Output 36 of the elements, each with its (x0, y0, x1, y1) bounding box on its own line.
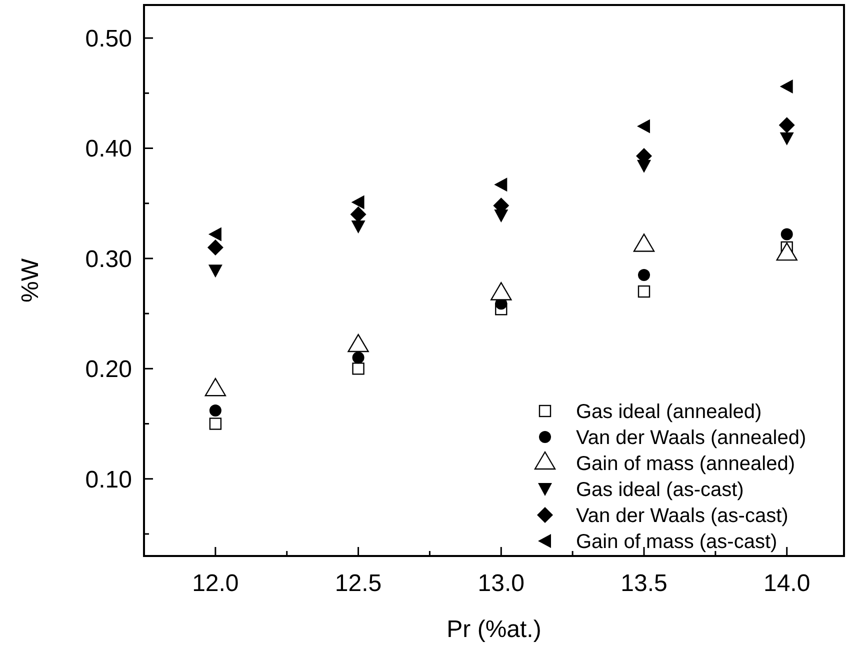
point (351, 220, 366, 234)
point (208, 227, 222, 242)
x-tick-label: 13.5 (620, 570, 668, 597)
point (638, 268, 650, 281)
point (352, 362, 364, 375)
legend-label: Gas ideal (as-cast) (576, 479, 744, 501)
legend-label: Van der Waals (as-cast) (576, 505, 788, 527)
point (352, 352, 364, 364)
legend-label: Gas ideal (annealed) (576, 401, 762, 423)
point (494, 178, 508, 192)
x-tick-label: 12.0 (192, 570, 239, 597)
point (208, 264, 222, 278)
y-tick-label: 0.30 (85, 246, 132, 273)
x-tick-label: 13.0 (478, 570, 524, 597)
point (209, 418, 222, 430)
point (638, 285, 650, 298)
y-tick-label: 0.20 (85, 356, 132, 384)
point (350, 206, 366, 222)
x-tick-label: 12.5 (334, 570, 382, 597)
legend-label: Gain of mass (annealed) (576, 453, 796, 475)
y-tick-label: 0.40 (85, 136, 132, 163)
y-tick-label: 0.10 (85, 466, 132, 494)
x-axis-title: Pr (%at.) (446, 616, 542, 643)
point (637, 119, 650, 134)
point (209, 404, 222, 417)
point (780, 228, 793, 240)
point (780, 132, 794, 146)
point (207, 239, 224, 256)
point (780, 80, 793, 94)
y-axis-title: %W (17, 258, 44, 302)
x-tick-label: 14.0 (764, 570, 810, 597)
point (351, 195, 364, 210)
y-tick-label: 0.50 (85, 25, 132, 52)
legend-label: Van der Waals (annealed) (576, 427, 806, 449)
point (778, 117, 795, 134)
legend-label: Gain of mass (as-cast) (576, 531, 778, 553)
